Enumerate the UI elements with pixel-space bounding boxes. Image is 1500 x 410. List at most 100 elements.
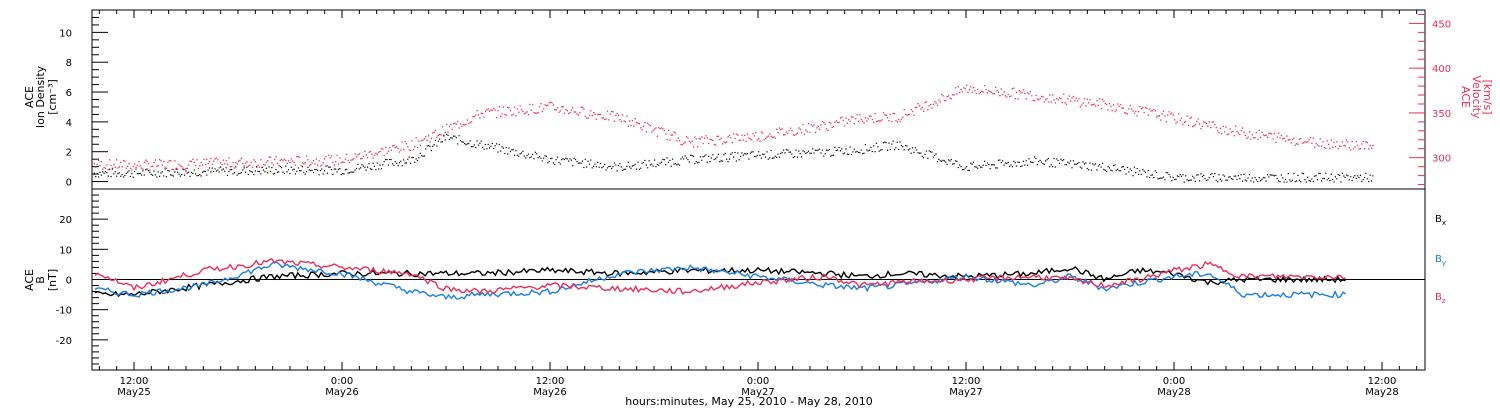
- velocity-point: [860, 118, 862, 121]
- velocity-point: [852, 116, 854, 118]
- velocity-point: [308, 165, 311, 167]
- velocity-point: [608, 119, 610, 121]
- velocity-point: [145, 159, 147, 161]
- density-point: [805, 152, 807, 155]
- velocity-point: [949, 97, 951, 99]
- velocity-point: [1167, 114, 1169, 116]
- density-point: [966, 166, 968, 168]
- velocity-point: [839, 117, 842, 119]
- density-point: [531, 153, 534, 156]
- velocity-tick-label: 400: [1432, 64, 1451, 75]
- density-point: [384, 158, 387, 161]
- velocity-point: [188, 164, 190, 166]
- density-point: [873, 145, 875, 147]
- velocity-point: [117, 167, 119, 169]
- velocity-point: [1347, 141, 1349, 143]
- velocity-point: [425, 136, 427, 138]
- velocity-point: [554, 108, 556, 111]
- velocity-point: [1097, 104, 1100, 107]
- velocity-point: [432, 132, 434, 134]
- density-point: [752, 151, 754, 153]
- velocity-point: [794, 134, 796, 136]
- velocity-point: [834, 121, 836, 123]
- density-point: [214, 168, 216, 170]
- velocity-point: [972, 87, 975, 89]
- velocity-point: [952, 94, 954, 96]
- velocity-point: [1237, 132, 1240, 134]
- density-point: [1119, 170, 1122, 172]
- velocity-tick-label: 300: [1432, 154, 1451, 165]
- velocity-point: [1302, 142, 1305, 144]
- density-point: [746, 152, 749, 155]
- velocity-point: [1075, 97, 1077, 99]
- velocity-point: [1054, 102, 1057, 104]
- density-point: [1273, 175, 1276, 177]
- density-point: [414, 161, 416, 163]
- velocity-point: [139, 165, 141, 167]
- velocity-point: [787, 132, 789, 134]
- velocity-point: [210, 157, 212, 160]
- velocity-point: [409, 149, 412, 152]
- density-point: [1149, 176, 1151, 179]
- velocity-point: [411, 140, 413, 142]
- velocity-point: [346, 153, 348, 156]
- velocity-point: [292, 160, 294, 162]
- density-point: [1107, 166, 1109, 168]
- density-point: [357, 163, 359, 166]
- velocity-point: [1155, 116, 1158, 118]
- velocity-point: [419, 144, 421, 146]
- velocity-point: [168, 159, 170, 162]
- velocity-point: [1092, 104, 1094, 106]
- density-point: [158, 175, 161, 177]
- velocity-point: [720, 137, 722, 139]
- density-point: [150, 173, 152, 176]
- density-point: [918, 152, 921, 154]
- density-point: [537, 157, 539, 159]
- velocity-point: [954, 87, 957, 89]
- density-point: [274, 172, 276, 175]
- velocity-point: [1174, 119, 1176, 121]
- density-point: [1228, 176, 1230, 178]
- density-point: [1269, 174, 1271, 176]
- density-point: [881, 148, 883, 151]
- density-point: [527, 153, 530, 155]
- velocity-point: [684, 141, 686, 143]
- velocity-point: [355, 156, 358, 158]
- density-point: [993, 164, 995, 166]
- velocity-point: [1088, 102, 1090, 104]
- velocity-point: [824, 123, 826, 125]
- density-point: [347, 172, 349, 174]
- density-point: [333, 168, 335, 170]
- velocity-point: [305, 155, 308, 157]
- velocity-point: [547, 104, 549, 106]
- velocity-point: [222, 159, 225, 161]
- density-point: [369, 168, 371, 170]
- density-point: [446, 133, 448, 136]
- density-point: [1054, 166, 1056, 168]
- velocity-point: [1144, 107, 1147, 109]
- velocity-point: [583, 108, 585, 110]
- velocity-point: [179, 165, 182, 167]
- field-axis-label-line2: B: [34, 276, 47, 284]
- density-point: [857, 151, 860, 154]
- velocity-point: [828, 121, 831, 124]
- density-point: [877, 146, 879, 148]
- velocity-point: [171, 168, 173, 171]
- field-tick-label: 20: [59, 215, 72, 226]
- density-point: [475, 146, 477, 149]
- density-point: [172, 175, 175, 177]
- velocity-point: [203, 158, 205, 160]
- velocity-point: [1007, 93, 1009, 96]
- velocity-point: [1305, 141, 1308, 143]
- density-point: [641, 162, 643, 164]
- density-point: [1085, 162, 1087, 164]
- velocity-point: [870, 115, 872, 117]
- density-point: [1361, 180, 1363, 183]
- density-point: [706, 161, 708, 163]
- density-point: [799, 152, 801, 155]
- velocity-point: [1027, 92, 1029, 94]
- density-point: [1327, 177, 1330, 180]
- density-point: [848, 153, 850, 156]
- density-point: [563, 158, 566, 161]
- density-point: [301, 166, 303, 168]
